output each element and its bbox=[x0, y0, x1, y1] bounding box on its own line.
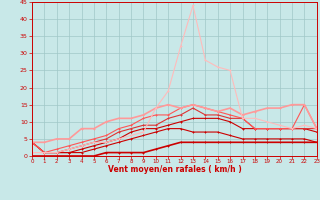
X-axis label: Vent moyen/en rafales ( km/h ): Vent moyen/en rafales ( km/h ) bbox=[108, 165, 241, 174]
